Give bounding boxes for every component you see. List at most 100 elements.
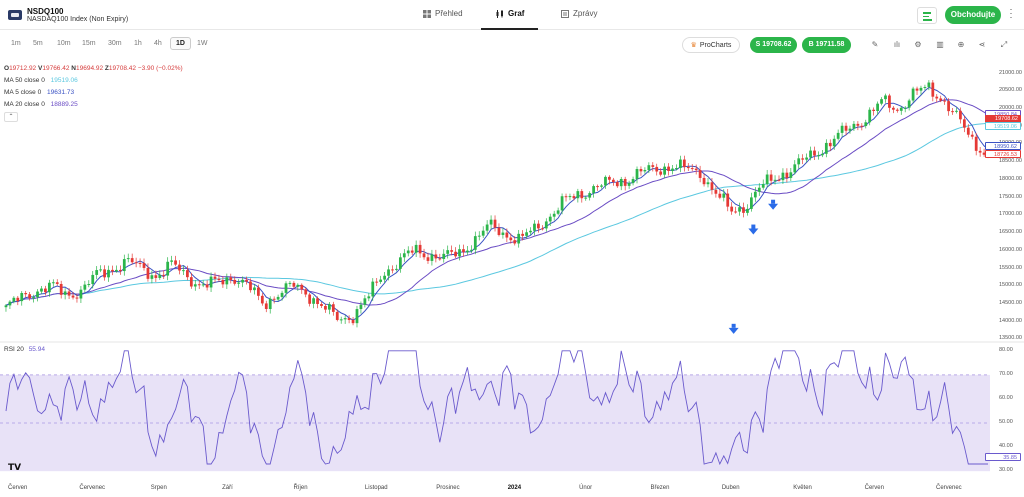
candle-body	[402, 253, 406, 258]
trade-button[interactable]: Obchodujte	[945, 6, 1001, 24]
candle-body	[552, 213, 556, 217]
price-label-ma5: 18950.62	[985, 142, 1021, 151]
candle-body	[734, 211, 737, 213]
candle-body	[434, 254, 438, 259]
indicators-icon[interactable]: ılı	[893, 40, 901, 49]
draw-icon[interactable]: ✎	[871, 40, 879, 49]
candle-body	[828, 142, 832, 147]
candle-body	[844, 125, 848, 131]
candle-body	[769, 174, 773, 181]
candle-body	[537, 223, 540, 229]
candle-body	[852, 123, 856, 129]
candle-body	[718, 193, 722, 198]
ma50-legend[interactable]: MA 50 close 0 19519.06	[4, 77, 78, 84]
timeframe-10m[interactable]: 10m	[57, 40, 71, 47]
candle-body	[426, 257, 430, 261]
candle-body	[730, 206, 734, 212]
candle-body	[260, 295, 264, 304]
ma20-legend[interactable]: MA 20 close 0 18889.25	[4, 101, 78, 108]
more-options-icon[interactable]: · · ·	[1009, 4, 1013, 22]
sell-button[interactable]: S 19708.62	[750, 37, 797, 53]
rsi-label: RSI 20	[4, 346, 24, 353]
price-tick-label: 17000.00	[999, 211, 1022, 218]
rsi-legend[interactable]: RSI 20 55.94	[4, 346, 45, 353]
candle-body	[793, 164, 797, 173]
timeframe-1h[interactable]: 1h	[134, 40, 142, 47]
fullscreen-icon[interactable]: ⤢	[1000, 40, 1008, 49]
timeframe-1d[interactable]: 1D	[170, 37, 191, 50]
candle-body	[347, 318, 351, 320]
candle-body	[115, 269, 118, 272]
arrow-down-marker	[728, 323, 739, 334]
candle-body	[75, 297, 79, 299]
time-tick-label: Červenec	[936, 485, 962, 491]
candle-body	[442, 253, 446, 260]
tab-chart[interactable]: Graf	[496, 9, 524, 18]
candle-body	[529, 230, 532, 233]
price-tick-label: 15000.00	[999, 282, 1022, 289]
candle-body	[91, 274, 95, 285]
candle-body	[501, 232, 505, 235]
candle-body	[611, 179, 615, 183]
ma5-legend[interactable]: MA 5 close 0 19631.73	[4, 89, 74, 96]
candle-body	[237, 282, 241, 284]
tab-news[interactable]: Zprávy	[561, 9, 597, 18]
candle-body	[477, 235, 481, 237]
ma50-value: 19519.06	[50, 77, 78, 84]
candle-body	[513, 240, 517, 244]
candle-body	[891, 107, 895, 110]
timeframe-5m[interactable]: 5m	[33, 40, 43, 47]
candle-body	[158, 274, 162, 278]
timeframe-4h[interactable]: 4h	[154, 40, 162, 47]
candle-body	[351, 319, 355, 324]
tab-overview[interactable]: Přehled	[423, 9, 463, 18]
procharts-button[interactable]: ♛ ProCharts	[682, 37, 740, 53]
candle-body	[406, 250, 410, 254]
candle-body	[840, 125, 844, 133]
candle-body	[225, 277, 229, 285]
price-tick-label: 20000.00	[999, 105, 1022, 111]
add-icon[interactable]: ⊕	[957, 40, 965, 49]
tab-overview-label: Přehled	[435, 9, 463, 18]
candle-body	[631, 179, 635, 184]
ma5-label: MA 5 close 0	[4, 89, 42, 96]
candle-body	[107, 269, 110, 278]
candle-body	[493, 219, 497, 228]
candle-body	[193, 284, 197, 287]
candle-body	[588, 193, 592, 198]
candle-body	[757, 187, 761, 192]
candle-body	[111, 269, 114, 272]
price-tick-label: 14000.00	[999, 317, 1022, 324]
watchlist-button[interactable]	[917, 7, 937, 24]
buy-button[interactable]: B 19711.58	[802, 37, 851, 53]
candle-body	[264, 303, 268, 309]
candle-body	[548, 216, 552, 222]
price-chart[interactable]	[0, 58, 1024, 478]
tab-chart-label: Graf	[508, 9, 525, 18]
candle-body	[130, 258, 134, 263]
timeframe-15m[interactable]: 15m	[82, 40, 96, 47]
candle-body	[710, 182, 714, 190]
timeframe-1m[interactable]: 1m	[11, 40, 21, 47]
settings-icon[interactable]: ⚙	[914, 40, 922, 49]
candle-body	[702, 177, 706, 185]
time-tick-label: Červen	[8, 485, 28, 491]
collapse-legend-button[interactable]: ⌃	[4, 112, 18, 122]
candle-body	[209, 276, 213, 288]
candle-body	[28, 294, 32, 299]
time-tick-label: Červenec	[79, 485, 106, 491]
time-tick-label: 2024	[507, 485, 522, 491]
timeframe-1w[interactable]: 1W	[197, 40, 208, 47]
timeframe-30m[interactable]: 30m	[108, 40, 122, 47]
compare-icon[interactable]: ▥	[936, 40, 944, 49]
time-tick-label: Březen	[650, 485, 670, 491]
candle-body	[750, 197, 753, 209]
candle-body	[134, 262, 138, 264]
share-icon[interactable]: ⋖	[978, 40, 986, 49]
candle-body	[83, 284, 87, 290]
candle-body	[99, 269, 103, 271]
candle-body	[698, 170, 702, 178]
symbol-description: NASDAQ100 Index (Non Expiry)	[27, 16, 129, 23]
candle-body	[813, 150, 816, 156]
candle-body	[229, 277, 233, 280]
